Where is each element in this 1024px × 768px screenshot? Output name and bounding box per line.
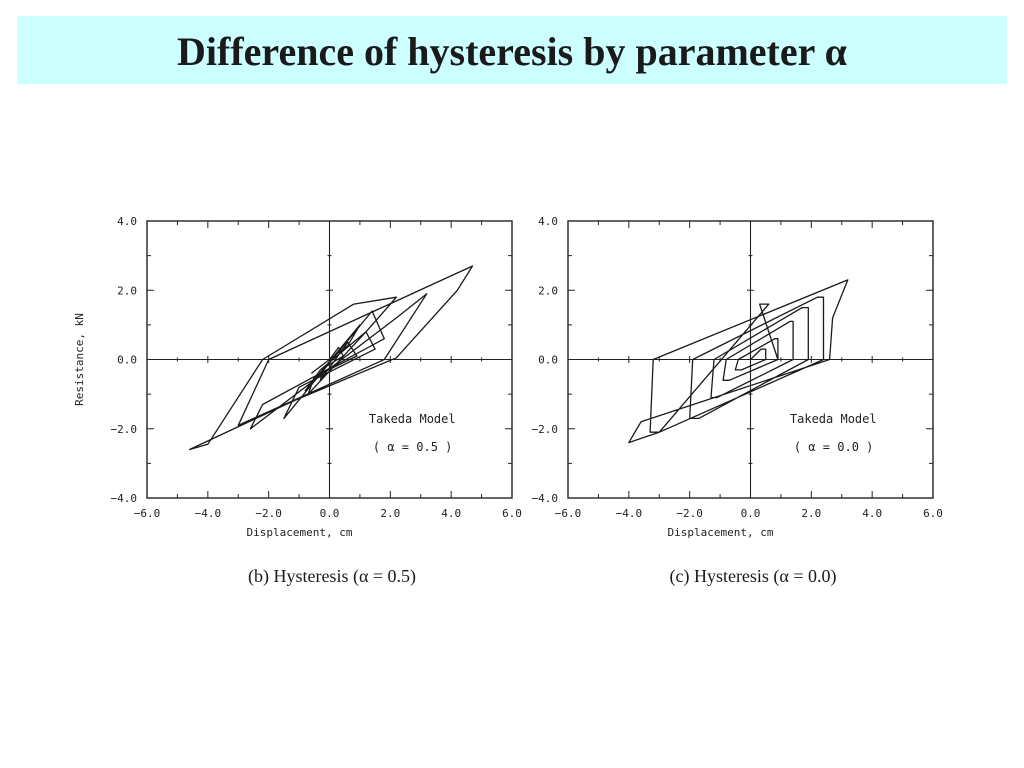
y-tick-label: 0.0 [117,354,137,367]
caption-b: (b) Hysteresis (α = 0.5) [247,566,417,586]
x-tick-label: −4.0 [195,507,222,520]
param-label: ( α = 0.5 ) [373,440,452,454]
y-tick-label: −2.0 [111,423,138,436]
y-tick-label: 2.0 [117,284,137,297]
plot-alpha-0-0: −6.0 −4.0 −2.0 0.0 2.0 4.0 6.0 −4.0 −2.0 0.0 2.0 4.… [532,215,943,539]
x-tick-label: 6.0 [923,507,943,520]
x-tick-label: 2.0 [801,507,821,520]
y-tick-label: −4.0 [532,492,559,505]
y-tick-label: −2.0 [532,423,559,436]
y-tick-label: 4.0 [538,215,558,228]
y-tick-label: 4.0 [117,215,137,228]
param-label: ( α = 0.0 ) [794,440,873,454]
x-tick-label: −6.0 [555,507,582,520]
hysteresis-curve [188,265,474,451]
caption-c: (c) Hysteresis (α = 0.0) [669,566,837,586]
x-tick-label: 0.0 [320,507,340,520]
model-label: Takeda Model [790,412,877,426]
title-bar: Difference of hysteresis by parameter α [17,16,1007,84]
x-tick-label: −2.0 [255,507,282,520]
x-tick-label: 4.0 [862,507,882,520]
hysteresis-curve [628,279,849,444]
x-tick-label: 0.0 [741,507,761,520]
slide-title: Difference of hysteresis by parameter α [177,29,847,74]
y-tick-label: −4.0 [111,492,138,505]
x-tick-label: 6.0 [502,507,522,520]
x-axis-label: Displacement, cm [247,526,353,539]
plot-alpha-0-5: −6.0 −4.0 −2.0 0.0 2.0 4.0 6.0 −4.0 −2.0 0.0 2.0 4.… [73,215,522,539]
x-tick-label: −6.0 [134,507,161,520]
model-label: Takeda Model [369,412,456,426]
y-tick-label: 2.0 [538,284,558,297]
x-axis-label: Displacement, cm [668,526,774,539]
x-tick-label: 2.0 [380,507,400,520]
y-tick-label: 0.0 [538,354,558,367]
x-tick-label: −2.0 [676,507,703,520]
x-tick-label: −4.0 [616,507,643,520]
x-tick-label: 4.0 [441,507,461,520]
y-axis-label: Resistance, kN [73,313,86,406]
